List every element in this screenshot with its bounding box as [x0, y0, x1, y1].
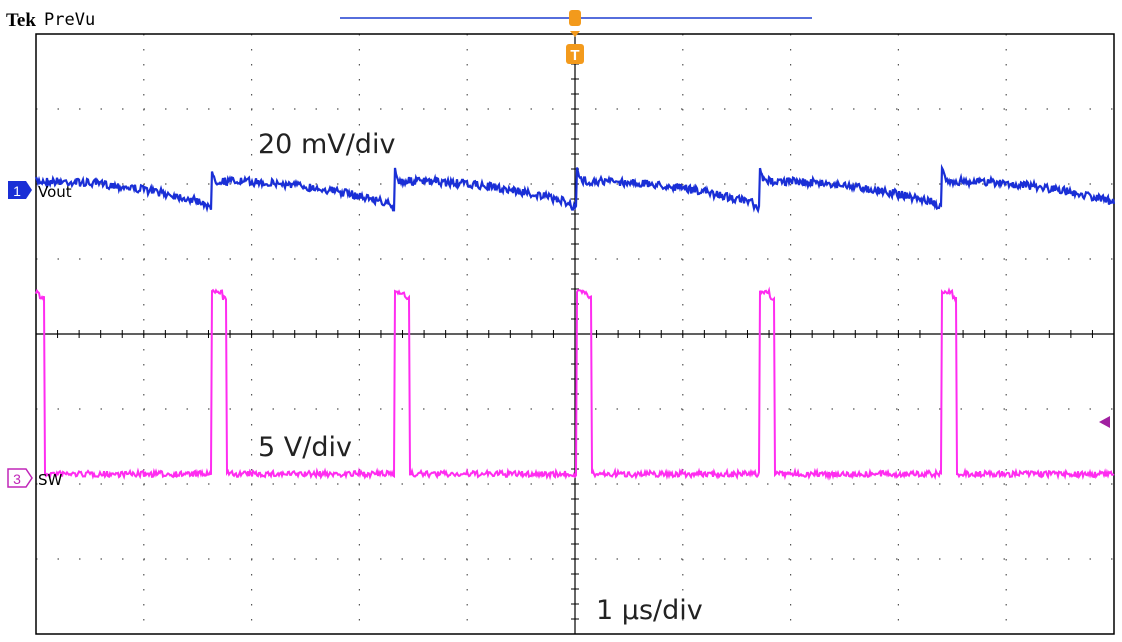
channel-3-marker: 3	[7, 468, 33, 488]
ref-marker	[1099, 416, 1110, 428]
channel-scale: 5 V/div	[258, 432, 352, 463]
channel-number: 3	[13, 471, 21, 487]
graticule	[35, 33, 1115, 635]
trigger-label: T	[570, 47, 579, 64]
vout-waveform	[34, 163, 1116, 214]
channel-scale: 20 mV/div	[258, 129, 395, 160]
channel-number: 1	[13, 183, 21, 199]
channel-1-marker: 1	[8, 181, 32, 199]
acquisition-status: PreVu	[44, 10, 95, 30]
timebase: 1 µs/div	[596, 595, 703, 626]
trigger-position-marker	[569, 10, 581, 26]
sw-waveform	[35, 286, 1115, 481]
brand: Tek	[6, 10, 36, 31]
channel-label: SW	[38, 471, 63, 489]
trigger-marker	[566, 44, 584, 64]
channel-label: Vout	[38, 183, 72, 201]
trigger-arrow	[570, 31, 580, 37]
